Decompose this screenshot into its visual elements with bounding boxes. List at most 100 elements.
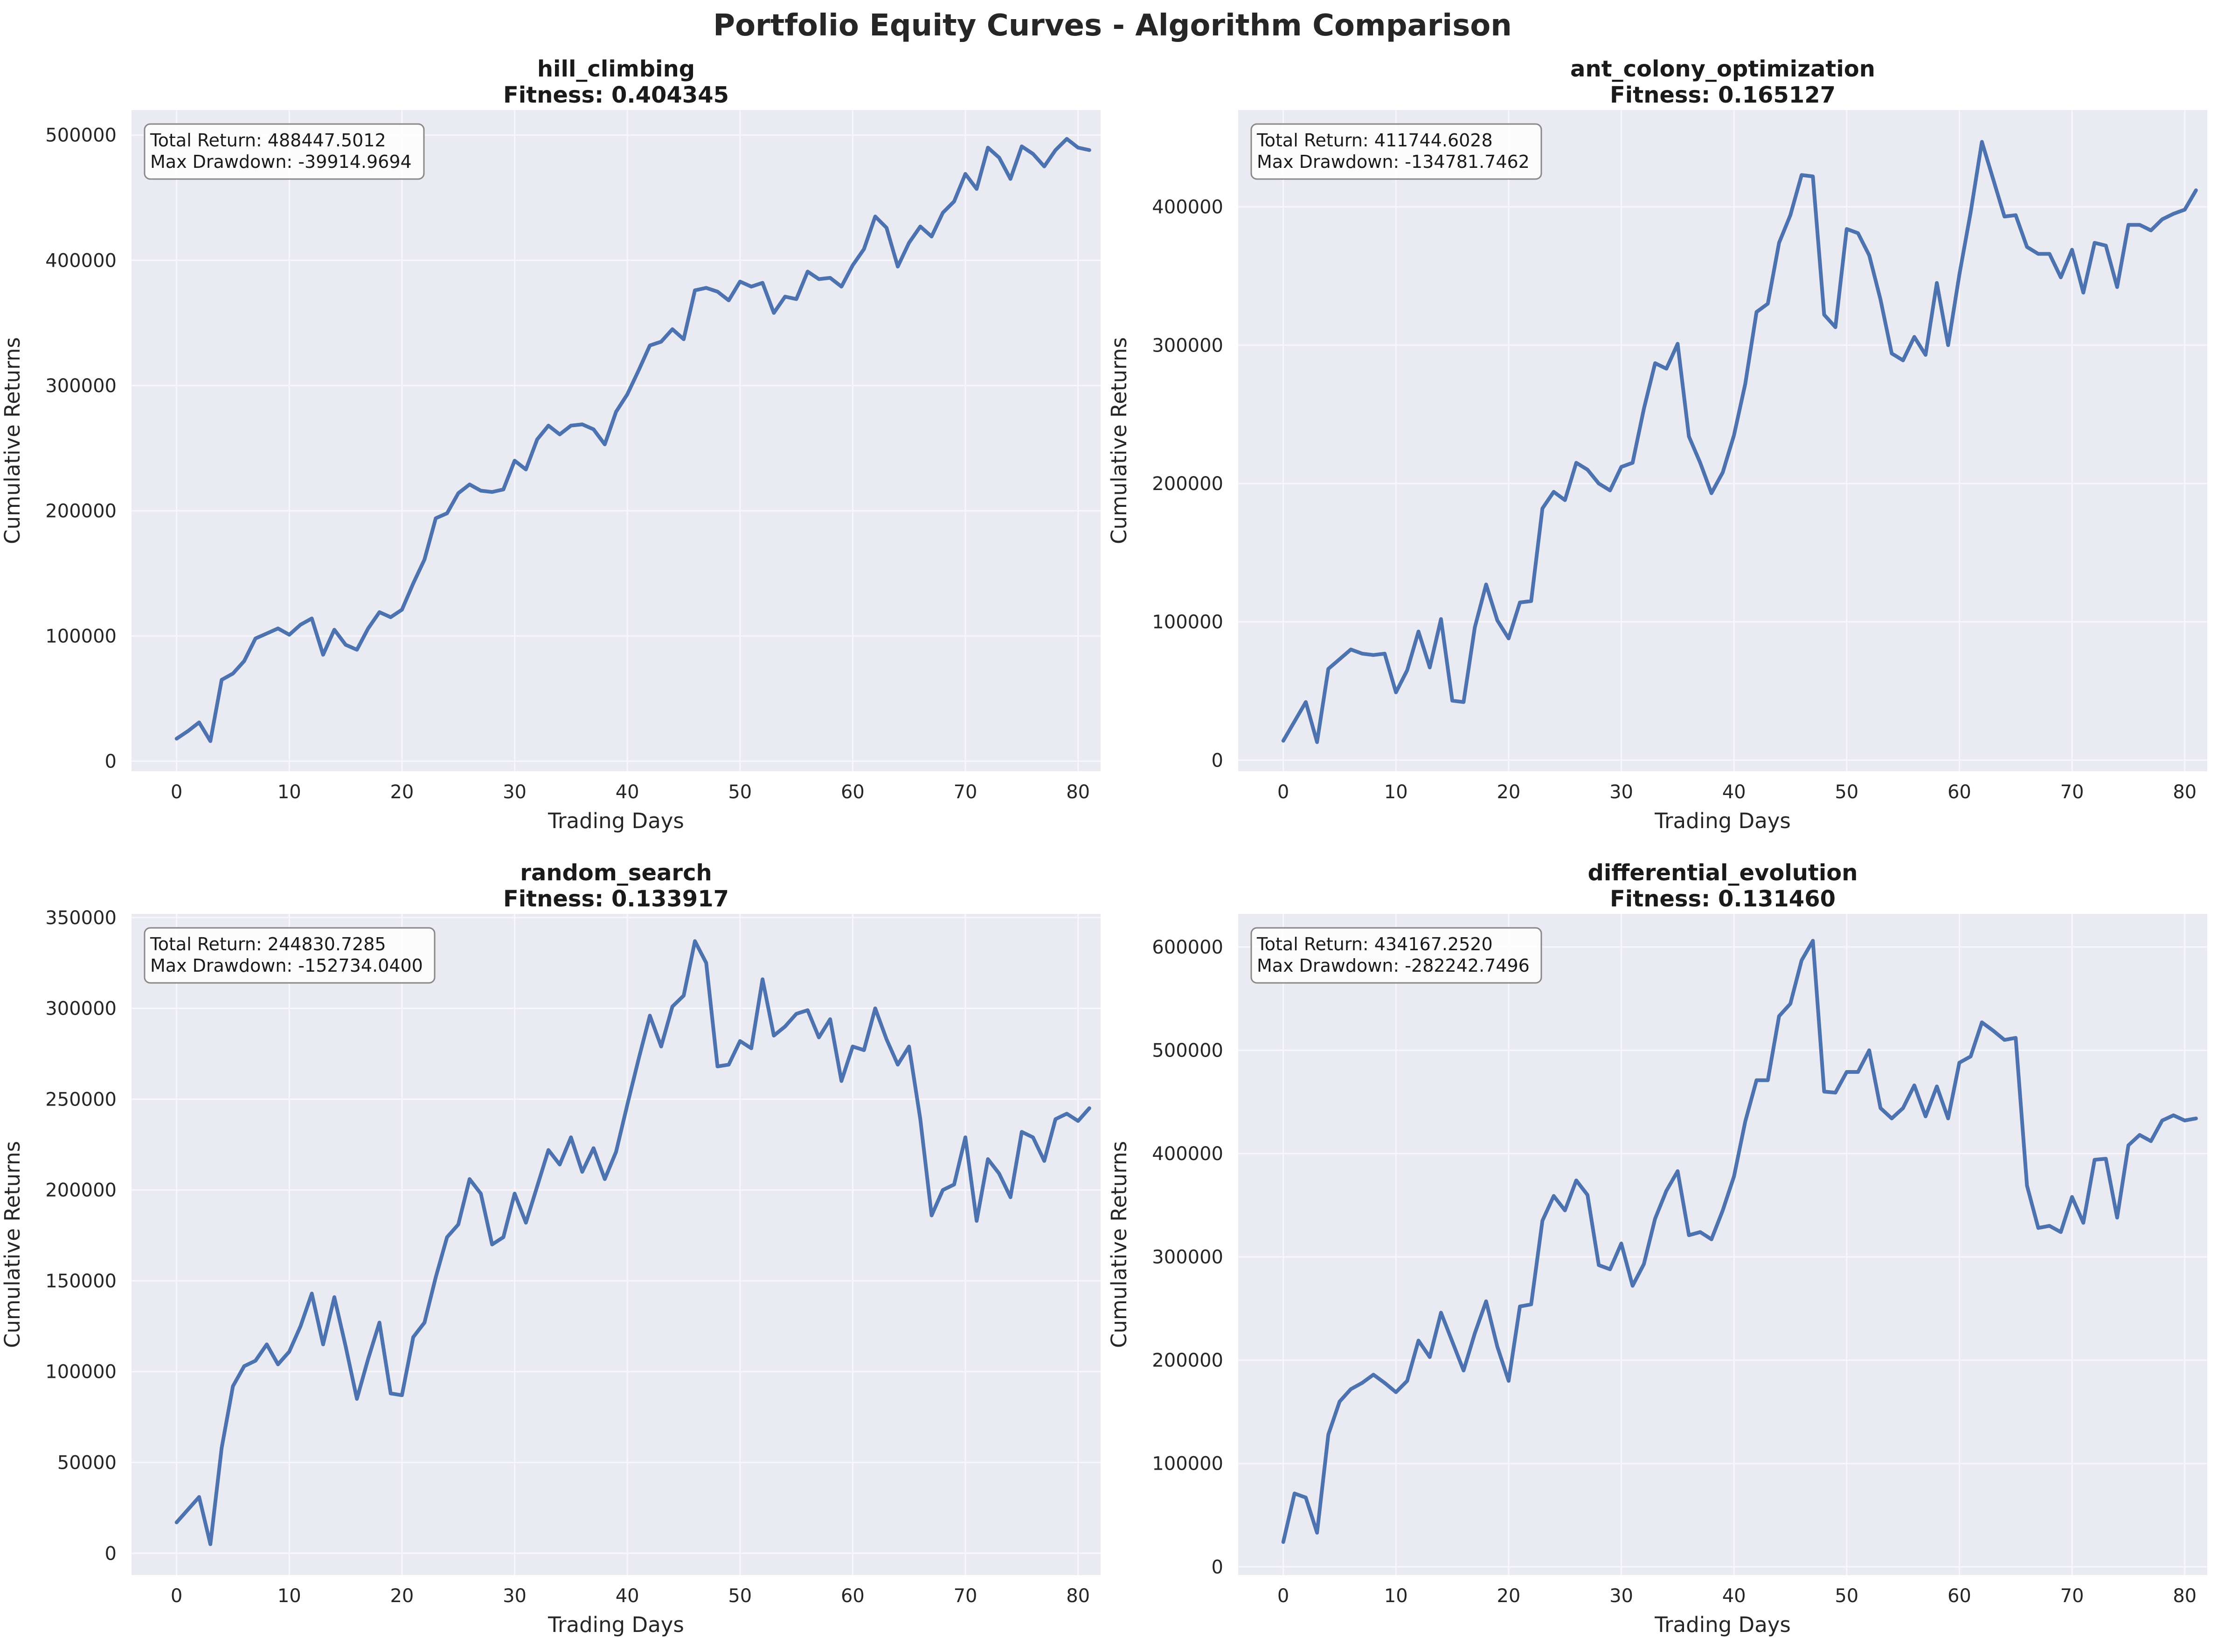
x-tick-label: 50 <box>1835 1585 1858 1607</box>
panel-subtitle: Fitness: 0.404345 <box>503 82 729 108</box>
panel-subtitle: Fitness: 0.131460 <box>1610 886 1836 912</box>
y-tick-label: 0 <box>105 751 117 773</box>
chart-panel-differential_evolution: 0 10 20 30 40 50 60 70 80 0 100000 200000 300000 4000… <box>1107 860 2207 1637</box>
y-tick-label: 200000 <box>45 1180 117 1201</box>
x-tick-label: 70 <box>954 1585 977 1607</box>
max-drawdown-label: Max Drawdown: -152734.0400 <box>150 955 423 976</box>
y-axis-label: Cumulative Returns <box>0 337 25 544</box>
x-axis-label: Trading Days <box>1654 1612 1791 1637</box>
y-tick-label: 0 <box>1212 750 1223 771</box>
x-tick-label: 60 <box>841 781 865 803</box>
chart-panel-random_search: 0 10 20 30 40 50 60 70 80 0 50000 100000 150000 20000… <box>0 860 1101 1637</box>
x-tick-label: 30 <box>1609 781 1633 803</box>
x-tick-label: 30 <box>1609 1585 1633 1607</box>
y-tick-label: 200000 <box>1152 473 1223 495</box>
x-tick-label: 10 <box>1384 781 1408 803</box>
y-axis-label: Cumulative Returns <box>0 1141 25 1348</box>
series-line-differential_evolution <box>1281 939 2198 1544</box>
x-tick-label: 60 <box>1948 781 1971 803</box>
x-axis-label: Trading Days <box>1654 809 1791 833</box>
x-tick-label: 20 <box>390 781 414 803</box>
max-drawdown-label: Max Drawdown: -282242.7496 <box>1257 955 1530 976</box>
x-tick-label: 0 <box>1277 1585 1289 1607</box>
x-tick-label: 10 <box>277 1585 301 1607</box>
figure-title: Portfolio Equity Curves - Algorithm Comp… <box>713 8 1512 43</box>
x-tick-label: 70 <box>2060 1585 2084 1607</box>
x-axis-label: Trading Days <box>548 809 684 833</box>
x-tick-label: 40 <box>616 1585 639 1607</box>
x-tick-label: 50 <box>728 781 752 803</box>
y-axis-label: Cumulative Returns <box>1107 337 1131 544</box>
plot-area <box>1238 110 2207 771</box>
total-return-label: Total Return: 488447.5012 <box>150 130 386 151</box>
y-tick-label: 100000 <box>1152 1453 1223 1475</box>
plot-area <box>132 110 1101 771</box>
y-tick-label: 250000 <box>45 1089 117 1110</box>
annotation-box <box>144 123 425 180</box>
y-tick-label: 100000 <box>45 1362 117 1383</box>
x-axis-label: Trading Days <box>548 1612 684 1637</box>
max-drawdown-label: Max Drawdown: -39914.9694 <box>150 152 412 172</box>
y-axis-label: Cumulative Returns <box>1107 1141 1131 1348</box>
y-tick-label: 400000 <box>1152 197 1223 218</box>
y-tick-label: 500000 <box>1152 1040 1223 1061</box>
y-tick-label: 200000 <box>45 500 117 522</box>
x-tick-label: 0 <box>171 781 182 803</box>
panel-subtitle: Fitness: 0.133917 <box>503 886 729 912</box>
max-drawdown-label: Max Drawdown: -134781.7462 <box>1257 152 1530 172</box>
y-tick-label: 50000 <box>57 1452 117 1473</box>
x-tick-label: 80 <box>2173 781 2197 803</box>
chart-panel-hill_climbing: 0 10 20 30 40 50 60 70 80 0 100000 200000 300000 4000… <box>0 56 1101 833</box>
y-tick-label: 300000 <box>1152 1247 1223 1268</box>
panel-title: differential_evolution <box>1588 860 1858 886</box>
total-return-label: Total Return: 434167.2520 <box>1256 934 1493 954</box>
y-tick-label: 350000 <box>45 907 117 929</box>
x-tick-label: 60 <box>1948 1585 1971 1607</box>
y-tick-label: 500000 <box>45 125 117 146</box>
x-tick-label: 50 <box>728 1585 752 1607</box>
x-tick-label: 50 <box>1835 781 1858 803</box>
y-tick-label: 400000 <box>1152 1143 1223 1165</box>
annotation-box <box>144 927 436 984</box>
x-tick-label: 20 <box>390 1585 414 1607</box>
y-tick-label: 100000 <box>45 626 117 647</box>
y-tick-label: 0 <box>105 1543 117 1564</box>
panel-title: hill_climbing <box>537 56 695 82</box>
x-tick-label: 80 <box>1066 1585 1090 1607</box>
x-tick-label: 80 <box>2173 1585 2197 1607</box>
annotation-box <box>1250 927 1542 984</box>
x-tick-label: 40 <box>1722 781 1746 803</box>
series-line-random_search <box>174 939 1091 1546</box>
x-tick-label: 60 <box>841 1585 865 1607</box>
x-tick-label: 30 <box>503 1585 527 1607</box>
x-tick-label: 10 <box>1384 1585 1408 1607</box>
y-tick-label: 100000 <box>1152 612 1223 633</box>
y-tick-label: 150000 <box>45 1271 117 1292</box>
plot-area <box>1238 914 2207 1575</box>
panel-title: random_search <box>520 860 712 886</box>
panel-subtitle: Fitness: 0.165127 <box>1610 82 1836 108</box>
panel-title: ant_colony_optimization <box>1570 56 1875 82</box>
annotation-box <box>1250 123 1542 180</box>
total-return-label: Total Return: 411744.6028 <box>1256 130 1493 151</box>
x-tick-label: 20 <box>1497 781 1520 803</box>
total-return-label: Total Return: 244830.7285 <box>150 934 386 954</box>
plot-area <box>132 914 1101 1575</box>
y-tick-label: 300000 <box>45 998 117 1020</box>
y-tick-label: 600000 <box>1152 937 1223 958</box>
y-tick-label: 0 <box>1212 1556 1223 1578</box>
x-tick-label: 80 <box>1066 781 1090 803</box>
x-tick-label: 30 <box>503 781 527 803</box>
y-tick-label: 200000 <box>1152 1350 1223 1371</box>
x-tick-label: 0 <box>171 1585 182 1607</box>
series-line-ant_colony_optimization <box>1281 140 2198 744</box>
x-tick-label: 70 <box>954 781 977 803</box>
x-tick-label: 40 <box>616 781 639 803</box>
x-tick-label: 40 <box>1722 1585 1746 1607</box>
series-line-hill_climbing <box>174 137 1091 743</box>
y-tick-label: 400000 <box>45 250 117 271</box>
x-tick-label: 10 <box>277 781 301 803</box>
x-tick-label: 70 <box>2060 781 2084 803</box>
